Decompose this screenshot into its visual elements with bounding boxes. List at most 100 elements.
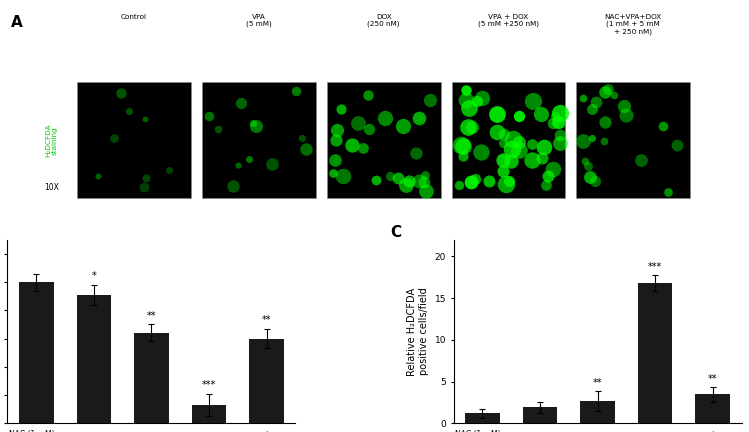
FancyBboxPatch shape bbox=[327, 83, 440, 198]
Point bbox=[476, 149, 488, 156]
Point bbox=[108, 134, 120, 141]
Text: **: ** bbox=[147, 311, 156, 321]
FancyBboxPatch shape bbox=[452, 83, 565, 198]
Point bbox=[589, 178, 601, 184]
Point bbox=[491, 128, 503, 135]
Point bbox=[553, 119, 565, 126]
Point bbox=[362, 92, 374, 99]
Point bbox=[670, 141, 682, 148]
Y-axis label: Relative H₂DCFDA
positive cells/field: Relative H₂DCFDA positive cells/field bbox=[407, 287, 429, 375]
Text: ***: *** bbox=[202, 380, 216, 390]
FancyBboxPatch shape bbox=[77, 83, 191, 198]
Point bbox=[505, 158, 517, 165]
Point bbox=[503, 177, 515, 184]
FancyBboxPatch shape bbox=[202, 83, 316, 198]
Point bbox=[419, 172, 431, 179]
Point bbox=[527, 98, 539, 105]
Point bbox=[124, 107, 136, 114]
Point bbox=[513, 139, 525, 146]
Text: -: - bbox=[654, 430, 657, 432]
Point bbox=[635, 156, 647, 163]
Point bbox=[599, 89, 611, 95]
Point bbox=[460, 86, 472, 93]
Point bbox=[497, 140, 509, 146]
Point bbox=[617, 102, 629, 109]
Point bbox=[327, 170, 339, 177]
Point bbox=[115, 90, 127, 97]
Point bbox=[554, 140, 566, 147]
Point bbox=[554, 132, 565, 139]
Point bbox=[540, 182, 552, 189]
Point bbox=[457, 143, 469, 149]
Point bbox=[231, 162, 243, 168]
Point bbox=[290, 88, 302, 95]
Point bbox=[458, 153, 470, 160]
Point bbox=[470, 175, 482, 182]
Text: C: C bbox=[390, 225, 401, 240]
Point bbox=[140, 175, 152, 181]
Bar bbox=[192, 405, 226, 423]
Text: NAC (1 mM) -: NAC (1 mM) - bbox=[9, 430, 59, 432]
Point bbox=[466, 124, 478, 130]
Point bbox=[657, 123, 669, 130]
Point bbox=[536, 155, 548, 162]
Point bbox=[464, 179, 476, 186]
Point bbox=[586, 105, 598, 112]
Point bbox=[352, 120, 364, 127]
Text: +: + bbox=[264, 430, 270, 432]
Point bbox=[513, 146, 525, 153]
Point bbox=[547, 165, 559, 172]
Point bbox=[418, 179, 430, 186]
Bar bbox=[19, 282, 53, 423]
Text: -: - bbox=[539, 430, 542, 432]
Point bbox=[404, 178, 416, 184]
Point bbox=[363, 125, 375, 132]
Point bbox=[506, 146, 518, 152]
Point bbox=[138, 184, 150, 191]
Point bbox=[586, 135, 598, 142]
Text: -: - bbox=[150, 430, 153, 432]
Point bbox=[204, 112, 216, 119]
Bar bbox=[465, 413, 500, 423]
Bar bbox=[523, 407, 557, 423]
Point bbox=[497, 157, 509, 164]
Point bbox=[542, 172, 554, 179]
Point bbox=[500, 181, 512, 187]
Point bbox=[247, 119, 259, 126]
Point bbox=[577, 137, 589, 144]
Point bbox=[577, 94, 589, 101]
Point bbox=[400, 181, 412, 188]
Point bbox=[336, 173, 348, 180]
Text: ***: *** bbox=[648, 262, 662, 272]
Text: NAC (1 mM) -: NAC (1 mM) - bbox=[455, 430, 506, 432]
Text: DOX
(250 nM): DOX (250 nM) bbox=[368, 14, 400, 27]
Point bbox=[139, 115, 151, 122]
Text: -: - bbox=[207, 430, 210, 432]
Point bbox=[379, 115, 391, 122]
Point bbox=[370, 177, 382, 184]
Bar bbox=[638, 283, 673, 423]
Point bbox=[602, 86, 614, 92]
Text: -: - bbox=[35, 430, 37, 432]
Bar bbox=[76, 295, 111, 423]
Point bbox=[296, 134, 308, 141]
Text: Control: Control bbox=[121, 14, 147, 20]
Point bbox=[498, 131, 510, 138]
Point bbox=[549, 112, 561, 119]
Point bbox=[527, 156, 539, 163]
Point bbox=[590, 98, 602, 105]
Point bbox=[453, 181, 465, 188]
Point bbox=[331, 127, 343, 134]
Point bbox=[491, 111, 503, 118]
Point bbox=[497, 167, 509, 174]
Point bbox=[213, 125, 225, 132]
Point bbox=[267, 160, 279, 167]
Point bbox=[413, 115, 425, 122]
Point bbox=[598, 137, 610, 144]
Point bbox=[526, 140, 538, 147]
Point bbox=[455, 142, 467, 149]
Point bbox=[462, 124, 474, 130]
Point bbox=[581, 162, 593, 169]
Point bbox=[384, 172, 396, 179]
Point bbox=[554, 118, 565, 125]
